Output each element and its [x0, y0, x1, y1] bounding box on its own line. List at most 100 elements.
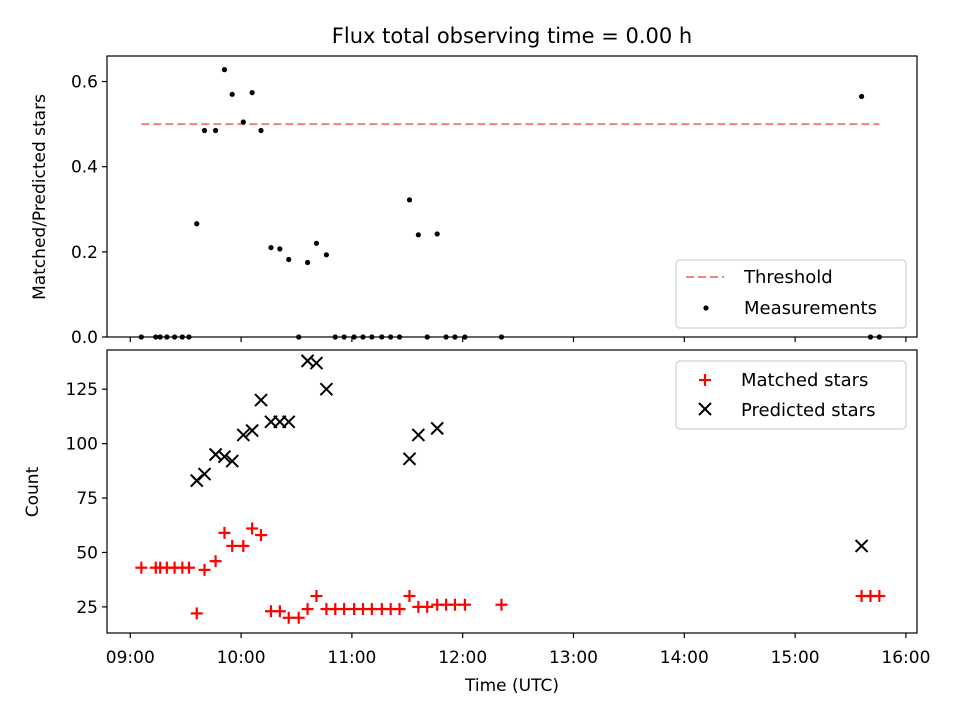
predicted-stars-point [402, 452, 417, 466]
measurement-point [304, 259, 311, 266]
matched-stars-point [218, 526, 231, 539]
predicted-stars-point-b [402, 452, 417, 466]
ratio-y-tick-label: 0.0 [71, 328, 98, 348]
x-axis-label: Time (UTC) [464, 676, 559, 696]
matched-stars-point [246, 522, 259, 535]
measurement-point [229, 91, 235, 97]
matched-stars-legend-swatch [699, 374, 711, 386]
count-x-tick-label: 11:00 [327, 648, 376, 668]
matched-stars-point [421, 600, 434, 613]
measurement-point [258, 127, 264, 134]
predicted-stars-point [245, 423, 259, 438]
ratio-y-tick-label: 0.6 [71, 73, 98, 93]
predicted-stars-legend-label: Predicted stars [741, 400, 875, 421]
count-legend-box [675, 360, 907, 430]
ratio-panel: 0.0 0.2 0.4 0.6 Matched/Predicted stars Thr… [30, 55, 918, 348]
measurement-point [194, 221, 200, 227]
measurement-point [313, 240, 320, 246]
ratio-marks [138, 67, 882, 340]
matched-stars-point [237, 539, 250, 552]
predicted-stars-point [197, 467, 212, 481]
chart-title: Flux total observing time = 0.00 h [332, 24, 692, 48]
matched-stars-point [403, 589, 416, 602]
count-y-tick-label: 100 [66, 435, 98, 455]
count-y-ticks: 25 50 75 100 125 [66, 380, 107, 618]
measurement-point [434, 231, 440, 237]
count-y-tick-label: 50 [76, 543, 98, 563]
matched-stars-point [873, 589, 886, 602]
count-legend: Matched stars Predicted stars [675, 360, 907, 430]
count-x-tick-label: 10:00 [217, 648, 266, 668]
matched-stars-point [301, 603, 314, 616]
matched-stars-point [292, 611, 305, 624]
predicted-stars-point [854, 539, 869, 553]
count-y-tick-label: 125 [66, 380, 98, 400]
count-x-tick-label: 15:00 [771, 648, 820, 668]
matched-stars-legend-label: Matched stars [741, 370, 868, 391]
matched-stars-point [310, 589, 323, 602]
measurements-legend-label: Measurements [744, 298, 877, 319]
predicted-stars-point-b [282, 415, 296, 429]
count-y-tick-label: 75 [76, 489, 98, 509]
predicted-stars-point [411, 428, 426, 442]
ratio-legend: Threshold Measurements [675, 259, 907, 329]
ratio-y-ticks: 0.0 0.2 0.4 0.6 [71, 73, 107, 348]
predicted-stars-point [282, 415, 296, 429]
matched-stars-point [198, 563, 211, 576]
predicted-stars-point [254, 393, 268, 407]
ratio-x-ticks [129, 337, 907, 342]
predicted-stars-point [319, 382, 334, 396]
predicted-stars-point-b [854, 539, 869, 553]
measurement-point [268, 244, 274, 251]
matched-stars-point [135, 561, 148, 574]
matched-stars-point [226, 539, 239, 552]
matched-stars-point [182, 561, 195, 574]
measurement-point [406, 197, 413, 203]
matched-stars-point [273, 605, 286, 618]
measurement-point [858, 93, 865, 100]
predicted-stars-point-b [245, 423, 259, 438]
predicted-stars-point-b [319, 382, 334, 396]
matched-stars-point [190, 607, 203, 620]
count-x-tick-label: 09:00 [106, 648, 155, 668]
predicted-stars-point-b [309, 356, 324, 370]
predicted-stars-point-b [217, 449, 232, 464]
ratio-y-tick-label: 0.2 [71, 243, 98, 263]
ratio-y-axis-label: Matched/Predicted stars [30, 94, 50, 300]
count-axes-frame [106, 349, 918, 634]
threshold-legend-label: Threshold [743, 267, 833, 288]
predicted-stars-point-b [411, 428, 426, 442]
predicted-stars-point [236, 428, 250, 442]
predicted-stars-point [300, 354, 315, 368]
predicted-stars-point-b [225, 454, 239, 468]
count-x-tick-label: 14:00 [660, 648, 709, 668]
measurement-point [249, 90, 255, 96]
predicted-stars-point [225, 454, 239, 468]
matched-stars-point [255, 529, 268, 542]
matched-stars-point [458, 598, 471, 611]
measurement-point [201, 127, 208, 134]
matched-stars-point [495, 598, 508, 611]
count-x-tick-label: 12:00 [438, 648, 487, 668]
measurement-point [323, 252, 329, 258]
predicted-stars-point-b [430, 421, 444, 436]
matched-stars-point [209, 555, 222, 568]
ratio-y-tick-label: 0.4 [71, 158, 98, 178]
matched-stars-point [393, 603, 406, 616]
measurement-point [286, 256, 292, 263]
measurement-point [240, 119, 246, 125]
predicted-stars-point [208, 447, 223, 462]
predicted-stars-legend-swatch [698, 402, 712, 416]
measurement-point [415, 232, 421, 238]
count-y-axis-label: Count [23, 466, 43, 517]
ratio-legend-box [675, 259, 907, 329]
measurements-legend-swatch [703, 305, 709, 311]
count-marks [135, 354, 886, 624]
count-x-tick-label: 16:00 [881, 648, 930, 668]
measurement-point [277, 246, 283, 252]
count-y-tick-label: 25 [76, 598, 98, 618]
measurement-point [221, 67, 228, 73]
count-panel: 25 50 75 100 125 09:00 10:00 11:00 12:00 13:00 14… [23, 349, 930, 696]
predicted-stars-point-b [197, 467, 212, 481]
